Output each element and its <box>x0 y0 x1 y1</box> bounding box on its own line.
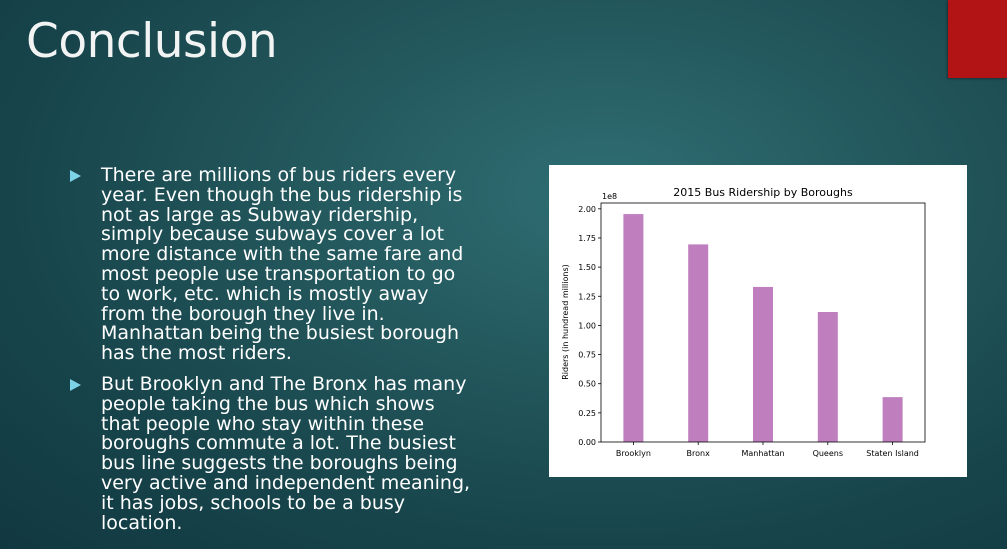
bar-bronx <box>688 244 709 442</box>
bullet-arrow-icon <box>70 378 81 391</box>
y-tick-label: 1.75 <box>578 234 596 243</box>
y-tick-label: 0.50 <box>578 380 596 389</box>
y-tick-label: 1.00 <box>578 321 596 330</box>
y-tick-label: 2.00 <box>578 205 596 214</box>
accent-tab <box>948 0 1007 78</box>
bar-queens <box>817 312 838 442</box>
x-tick-label: Bronx <box>687 449 711 458</box>
bar-staten-island <box>882 397 903 442</box>
chart-title: 2015 Bus Ridership by Boroughs <box>673 186 853 199</box>
plot-frame <box>600 202 926 443</box>
x-axis-ticks: Brooklyn Bronx Manhattan Queens Staten Islan… <box>616 442 919 458</box>
y-tick-label: 1.25 <box>578 292 596 301</box>
x-tick-label: Manhattan <box>741 449 784 458</box>
y-tick-label: 0.25 <box>578 409 596 418</box>
y-axis-label: Riders (in hundread millions) <box>561 264 570 380</box>
bullet-list: There are millions of bus riders every y… <box>68 164 478 544</box>
x-tick-label: Queens <box>813 449 843 458</box>
bullet-item: There are millions of bus riders every y… <box>68 164 478 365</box>
y-axis-ticks: 0.00 0.25 0.50 0.75 1.00 1.25 1.50 1.75 2.00 <box>578 205 601 447</box>
y-tick-label: 0.75 <box>578 351 596 360</box>
bullet-item: But Brooklyn and The Bronx has many peop… <box>68 372 478 534</box>
x-tick-label: Brooklyn <box>616 449 651 458</box>
x-tick-label: Staten Island <box>866 449 919 458</box>
bar-brooklyn <box>623 214 644 442</box>
axis-offset-label: 1e8 <box>602 192 617 201</box>
bar-group <box>623 214 903 442</box>
slide-title: Conclusion <box>26 14 278 69</box>
y-tick-label: 1.50 <box>578 263 596 272</box>
bullet-text: There are millions of bus riders every y… <box>101 164 464 365</box>
bullet-arrow-icon <box>70 170 81 182</box>
chart-image: 2015 Bus Ridership by Boroughs 1e8 Rider… <box>549 165 967 477</box>
y-tick-label: 0.00 <box>578 438 596 447</box>
bullet-text: But Brooklyn and The Bronx has many peop… <box>101 372 471 534</box>
bar-chart: 2015 Bus Ridership by Boroughs 1e8 Rider… <box>561 186 926 458</box>
bar-manhattan <box>753 286 773 442</box>
